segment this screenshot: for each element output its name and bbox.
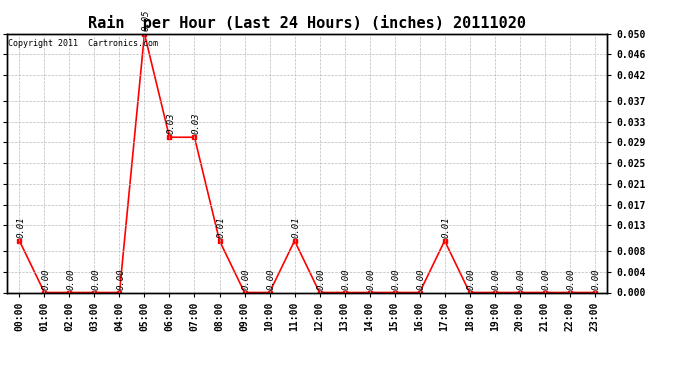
Text: 0.01: 0.01 (291, 216, 300, 238)
Text: 0.03: 0.03 (166, 113, 175, 135)
Text: 0.00: 0.00 (491, 268, 500, 290)
Text: 0.00: 0.00 (417, 268, 426, 290)
Text: 0.00: 0.00 (342, 268, 351, 290)
Text: 0.00: 0.00 (41, 268, 50, 290)
Text: 0.00: 0.00 (366, 268, 375, 290)
Text: 0.03: 0.03 (191, 113, 200, 135)
Text: 0.00: 0.00 (91, 268, 100, 290)
Text: 0.01: 0.01 (217, 216, 226, 238)
Text: 0.00: 0.00 (566, 268, 575, 290)
Text: 0.00: 0.00 (66, 268, 75, 290)
Text: 0.00: 0.00 (542, 268, 551, 290)
Text: 0.01: 0.01 (442, 216, 451, 238)
Text: 0.01: 0.01 (17, 216, 26, 238)
Text: 0.05: 0.05 (141, 9, 150, 31)
Text: Copyright 2011  Cartronics.com: Copyright 2011 Cartronics.com (8, 39, 158, 48)
Text: 0.00: 0.00 (241, 268, 250, 290)
Text: 0.00: 0.00 (317, 268, 326, 290)
Text: 0.00: 0.00 (591, 268, 600, 290)
Text: 0.00: 0.00 (266, 268, 275, 290)
Title: Rain  per Hour (Last 24 Hours) (inches) 20111020: Rain per Hour (Last 24 Hours) (inches) 2… (88, 15, 526, 31)
Text: 0.00: 0.00 (517, 268, 526, 290)
Text: 0.00: 0.00 (466, 268, 475, 290)
Text: 0.00: 0.00 (117, 268, 126, 290)
Text: 0.00: 0.00 (391, 268, 400, 290)
